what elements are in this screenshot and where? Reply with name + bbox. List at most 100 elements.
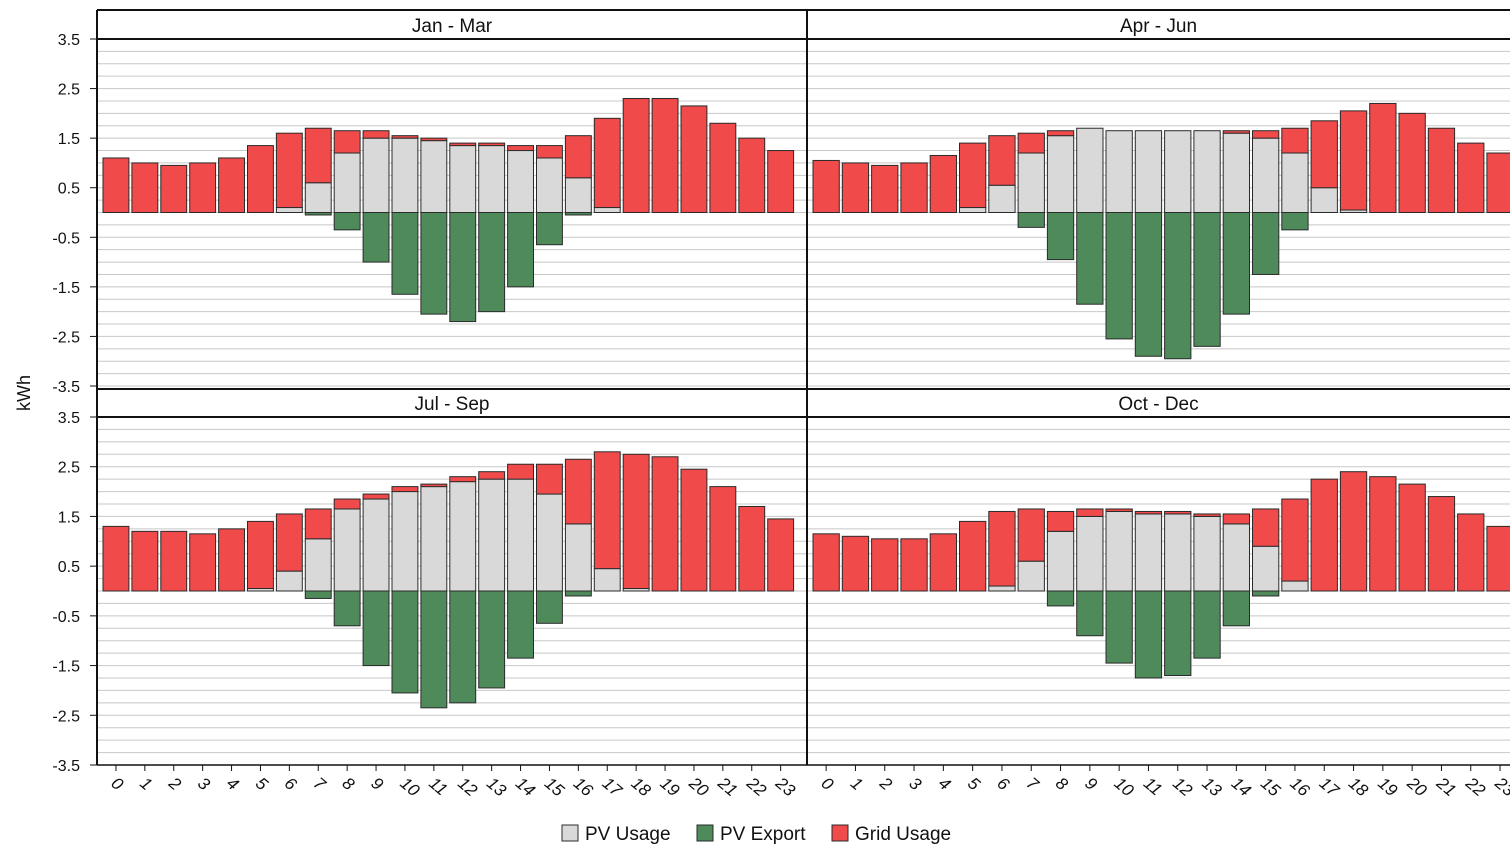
legend-swatch [696,824,714,842]
x-tick-label: 21 [714,773,741,800]
legend-label: PV Export [720,824,806,845]
y-tick-label: -1.5 [52,280,80,297]
bar-pv-usage [1017,152,1045,213]
bar-grid-usage [420,483,448,488]
y-tick-label: -2.5 [52,329,80,346]
bar-grid-usage [478,142,506,147]
legend-label: Grid Usage [855,824,951,845]
bar-grid-usage [102,525,130,592]
bar-grid-usage [362,130,390,139]
bar-grid-usage [564,458,592,525]
bar-pv-usage [959,207,987,214]
bar-pv-usage [1310,187,1338,213]
bar-pv-export [1164,212,1192,360]
panel-strip [97,389,807,417]
x-tick-label: 6 [993,774,1013,795]
y-tick-label: 1.5 [58,509,80,526]
bar-grid-usage [1427,496,1456,592]
bar-grid-usage [680,105,708,213]
bar-pv-usage [564,523,592,592]
x-tick-label: 1 [136,774,155,795]
bar-grid-usage [131,162,159,214]
x-tick-label: 21 [1432,773,1459,800]
bar-pv-usage [478,145,506,213]
bar-pv-export [449,212,477,323]
legend: PV Usage PV Export Grid Usage [561,824,951,845]
panel-strip [807,389,1510,417]
bar-pv-export [1046,212,1075,261]
bar-pv-export [391,590,419,694]
bar-grid-usage [1486,525,1510,592]
x-tick-label: 2 [164,773,185,795]
x-tick-label: 7 [1023,774,1043,795]
bar-pv-usage [449,145,477,213]
bar-grid-usage [1339,471,1368,592]
bar-pv-export [1017,212,1045,228]
x-tick-label: 10 [396,774,423,801]
bar-pv-usage [1046,530,1075,592]
bar-grid-usage [391,135,419,139]
bar-grid-usage [218,157,246,214]
bar-grid-usage [988,510,1016,587]
bar-pv-export [1076,590,1104,637]
x-tick-label: 13 [483,774,510,801]
bar-pv-export [304,212,332,216]
bar-grid-usage [1017,132,1045,154]
bar-pv-export [420,590,448,709]
panel-strip [97,10,807,39]
bar-pv-usage [1105,130,1133,213]
bar-pv-usage [1222,132,1250,213]
x-tick-label: 12 [1169,774,1196,801]
y-tick-label: -0.5 [52,230,80,247]
x-tick-label: 3 [194,774,214,795]
x-tick-label: 22 [742,773,770,801]
bar-grid-usage [1457,513,1485,592]
x-tick-label: 12 [454,774,481,801]
bar-pv-export [536,212,563,246]
bar-grid-usage [900,538,928,592]
x-tick-label: 4 [935,774,954,795]
bar-grid-usage [247,145,274,213]
bar-pv-usage [593,568,621,592]
bar-pv-usage [1222,523,1250,592]
bar-grid-usage [1222,513,1250,525]
bar-grid-usage [247,520,274,590]
bar-grid-usage [1076,508,1104,517]
bar-grid-usage [102,157,130,214]
x-tick-label: 18 [628,774,655,801]
bar-pv-export [304,590,332,599]
bar-grid-usage [1310,478,1338,592]
bar-grid-usage [1046,510,1075,532]
bar-pv-export [1105,590,1133,664]
bar-grid-usage [160,164,188,214]
panel-apr-jun: Apr - Jun [807,9,1510,387]
bar-pv-usage [362,137,390,213]
x-tick-label: 3 [905,774,925,795]
bar-grid-usage [988,135,1016,186]
bar-grid-usage [189,533,217,592]
x-tick-label: 0 [818,774,838,795]
bar-grid-usage [275,513,303,572]
bar-pv-export [333,212,361,231]
panel-strip [807,10,1510,39]
bar-grid-usage [564,135,592,179]
bar-grid-usage [333,130,361,154]
bar-pv-usage [593,207,621,214]
x-tick-label: 1 [847,774,866,795]
bar-pv-usage [1281,580,1309,592]
y-tick-label: 2.5 [58,82,80,99]
y-tick-label: 0.5 [58,181,80,198]
bar-pv-usage [1076,515,1104,592]
bar-grid-usage [1398,483,1426,592]
bar-pv-usage [1252,137,1280,213]
bar-pv-export [507,590,535,659]
bar-grid-usage [1164,510,1192,515]
bar-pv-export [536,590,563,624]
bar-pv-usage [449,481,477,592]
bar-grid-usage [767,518,795,592]
y-tick-label: 2.5 [58,460,80,477]
x-tick-label: 13 [1198,774,1225,801]
bar-grid-usage [929,154,958,213]
bar-pv-usage [564,177,592,214]
bar-pv-usage [304,182,332,213]
